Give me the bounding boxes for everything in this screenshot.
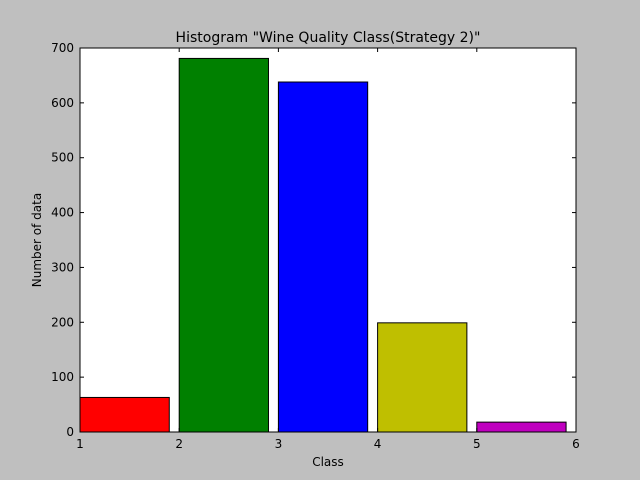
y-tick-label: 700 <box>51 41 74 55</box>
y-tick-label: 0 <box>66 425 74 439</box>
y-tick-label: 100 <box>51 370 74 384</box>
bars-group <box>79 57 567 433</box>
x-tick-label: 2 <box>175 437 183 451</box>
x-tick-label: 4 <box>374 437 382 451</box>
y-tick-label: 200 <box>51 315 74 329</box>
x-tick-label: 1 <box>76 437 84 451</box>
bar-5 <box>476 421 567 433</box>
bar-3 <box>277 81 369 433</box>
x-tick-label: 6 <box>572 437 580 451</box>
bar-4 <box>377 322 468 433</box>
x-tick-label: 5 <box>473 437 481 451</box>
plot-frame <box>79 47 577 433</box>
x-tick-label: 3 <box>275 437 283 451</box>
y-tick-label: 500 <box>51 151 74 165</box>
y-tick-label: 400 <box>51 206 74 220</box>
bar-2 <box>178 57 269 433</box>
bar-1 <box>79 396 170 433</box>
y-axis-label: Number of data <box>30 193 44 287</box>
x-axis-label: Class <box>312 455 344 469</box>
y-tick-label: 300 <box>51 260 74 274</box>
chart-title: Histogram "Wine Quality Class(Strategy 2… <box>176 30 481 46</box>
y-tick-label: 600 <box>51 96 74 110</box>
tick-labels-group: 1 2 3 4 5 6 0 100 200 300 400 500 600 700 <box>51 41 580 451</box>
